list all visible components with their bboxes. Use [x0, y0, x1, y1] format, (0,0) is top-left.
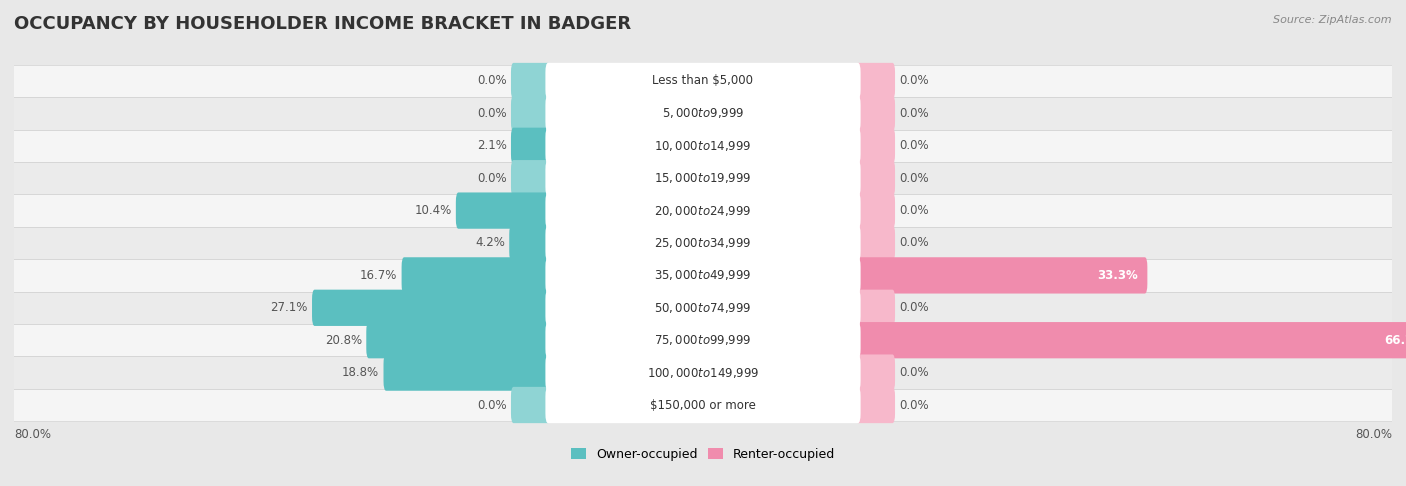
Bar: [0, 356, 1406, 389]
Bar: [0, 227, 1406, 259]
Text: 66.7%: 66.7%: [1385, 334, 1406, 347]
Text: 0.0%: 0.0%: [900, 107, 929, 120]
Bar: [0, 97, 1406, 130]
Text: 0.0%: 0.0%: [477, 74, 506, 87]
FancyBboxPatch shape: [855, 257, 1147, 294]
FancyBboxPatch shape: [546, 322, 860, 358]
FancyBboxPatch shape: [546, 257, 860, 294]
Text: 0.0%: 0.0%: [900, 172, 929, 185]
FancyBboxPatch shape: [546, 225, 860, 261]
FancyBboxPatch shape: [855, 192, 896, 229]
Bar: [0, 389, 1406, 421]
Text: 0.0%: 0.0%: [477, 107, 506, 120]
Text: 0.0%: 0.0%: [900, 366, 929, 379]
Text: $100,000 to $149,999: $100,000 to $149,999: [647, 365, 759, 380]
FancyBboxPatch shape: [384, 354, 551, 391]
Legend: Owner-occupied, Renter-occupied: Owner-occupied, Renter-occupied: [567, 443, 839, 466]
FancyBboxPatch shape: [402, 257, 551, 294]
FancyBboxPatch shape: [546, 192, 860, 229]
FancyBboxPatch shape: [510, 160, 551, 196]
Text: 0.0%: 0.0%: [900, 301, 929, 314]
Text: Less than $5,000: Less than $5,000: [652, 74, 754, 87]
Text: $10,000 to $14,999: $10,000 to $14,999: [654, 139, 752, 153]
FancyBboxPatch shape: [855, 63, 896, 99]
Text: 0.0%: 0.0%: [900, 399, 929, 412]
FancyBboxPatch shape: [546, 290, 860, 326]
FancyBboxPatch shape: [509, 225, 551, 261]
Text: 4.2%: 4.2%: [475, 237, 505, 249]
Text: 18.8%: 18.8%: [342, 366, 380, 379]
Text: 16.7%: 16.7%: [360, 269, 398, 282]
Text: $15,000 to $19,999: $15,000 to $19,999: [654, 171, 752, 185]
FancyBboxPatch shape: [546, 128, 860, 164]
FancyBboxPatch shape: [546, 387, 860, 423]
FancyBboxPatch shape: [510, 63, 551, 99]
Text: 33.3%: 33.3%: [1097, 269, 1137, 282]
Text: 0.0%: 0.0%: [900, 237, 929, 249]
FancyBboxPatch shape: [456, 192, 551, 229]
Text: $75,000 to $99,999: $75,000 to $99,999: [654, 333, 752, 347]
FancyBboxPatch shape: [855, 128, 896, 164]
FancyBboxPatch shape: [546, 160, 860, 196]
FancyBboxPatch shape: [546, 354, 860, 391]
FancyBboxPatch shape: [855, 354, 896, 391]
Text: 0.0%: 0.0%: [477, 399, 506, 412]
Text: 80.0%: 80.0%: [14, 428, 51, 441]
Text: Source: ZipAtlas.com: Source: ZipAtlas.com: [1274, 15, 1392, 25]
Text: 2.1%: 2.1%: [477, 139, 506, 152]
FancyBboxPatch shape: [855, 160, 896, 196]
FancyBboxPatch shape: [546, 63, 860, 99]
Bar: [0, 324, 1406, 356]
Bar: [0, 130, 1406, 162]
Text: $20,000 to $24,999: $20,000 to $24,999: [654, 204, 752, 218]
FancyBboxPatch shape: [855, 290, 896, 326]
Bar: [0, 65, 1406, 97]
Bar: [0, 259, 1406, 292]
Bar: [0, 194, 1406, 227]
Text: 27.1%: 27.1%: [270, 301, 308, 314]
Text: OCCUPANCY BY HOUSEHOLDER INCOME BRACKET IN BADGER: OCCUPANCY BY HOUSEHOLDER INCOME BRACKET …: [14, 15, 631, 33]
FancyBboxPatch shape: [367, 322, 551, 358]
FancyBboxPatch shape: [546, 95, 860, 132]
FancyBboxPatch shape: [855, 225, 896, 261]
Text: $50,000 to $74,999: $50,000 to $74,999: [654, 301, 752, 315]
Text: $5,000 to $9,999: $5,000 to $9,999: [662, 106, 744, 121]
Text: 0.0%: 0.0%: [477, 172, 506, 185]
Text: $35,000 to $49,999: $35,000 to $49,999: [654, 268, 752, 282]
Text: $25,000 to $34,999: $25,000 to $34,999: [654, 236, 752, 250]
Bar: [0, 292, 1406, 324]
FancyBboxPatch shape: [510, 128, 551, 164]
Text: 80.0%: 80.0%: [1355, 428, 1392, 441]
FancyBboxPatch shape: [510, 387, 551, 423]
Text: 0.0%: 0.0%: [900, 204, 929, 217]
Text: 0.0%: 0.0%: [900, 74, 929, 87]
Text: 10.4%: 10.4%: [415, 204, 451, 217]
Text: 20.8%: 20.8%: [325, 334, 361, 347]
FancyBboxPatch shape: [855, 322, 1406, 358]
Bar: [0, 162, 1406, 194]
Text: 0.0%: 0.0%: [900, 139, 929, 152]
FancyBboxPatch shape: [312, 290, 551, 326]
Text: $150,000 or more: $150,000 or more: [650, 399, 756, 412]
FancyBboxPatch shape: [510, 95, 551, 132]
FancyBboxPatch shape: [855, 95, 896, 132]
FancyBboxPatch shape: [855, 387, 896, 423]
